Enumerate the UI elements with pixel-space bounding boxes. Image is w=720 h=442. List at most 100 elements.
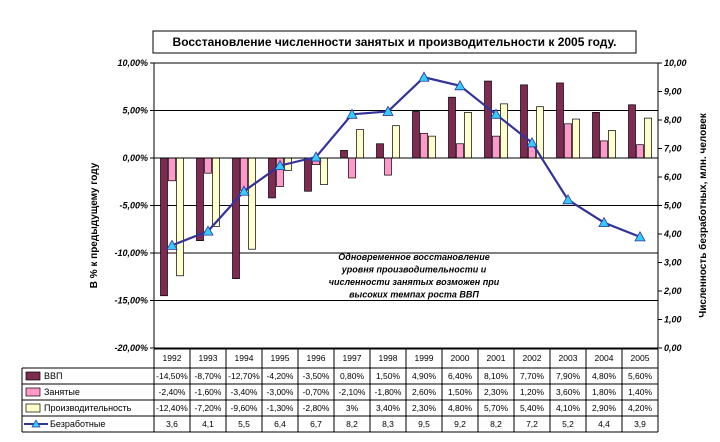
data-label: 6,40% <box>448 371 473 381</box>
data-label: -8,70% <box>195 371 222 381</box>
legend-label: Производительность <box>44 403 132 413</box>
annotation-line: численности занятых возможен при <box>329 277 500 287</box>
left-tick-label: -15,00% <box>114 296 148 306</box>
right-tick-label: 5,00 <box>664 201 682 211</box>
bar-ВВП <box>412 111 420 159</box>
category-label: 1996 <box>307 353 326 363</box>
right-tick-label: 3,00 <box>664 258 682 268</box>
bar-ВВП <box>304 157 312 192</box>
data-label: -2,40% <box>159 387 186 397</box>
category-label: 1999 <box>415 353 434 363</box>
bar-Производительность <box>644 117 652 159</box>
marker-Безработные <box>238 185 250 196</box>
category-label: 2000 <box>451 353 470 363</box>
data-label: 1,50% <box>448 387 473 397</box>
chart-title: Восстановление численности занятых и про… <box>173 35 617 49</box>
bar-ВВП <box>376 143 384 159</box>
right-tick-label: 9,00 <box>664 87 682 97</box>
data-label: 1,80% <box>592 387 617 397</box>
annotation-line: уровня производительности и <box>341 265 487 275</box>
bar-Производительность <box>608 130 616 159</box>
marker-Безработные <box>490 108 502 119</box>
right-tick-label: 8,00 <box>664 115 682 125</box>
data-label: 6,4 <box>274 419 286 429</box>
category-label: 1992 <box>163 353 182 363</box>
data-label: 5,5 <box>238 419 250 429</box>
right-tick-label: 7,00 <box>664 144 682 154</box>
legend-key-marker-Безработные <box>31 419 41 428</box>
data-label: -4,20% <box>267 371 294 381</box>
right-tick-label: 1,00 <box>664 315 682 325</box>
category-label: 2005 <box>631 353 650 363</box>
data-label: -12,40% <box>156 403 188 413</box>
data-label: -2,10% <box>339 387 366 397</box>
data-label: 9,2 <box>454 419 466 429</box>
data-label: 0,80% <box>340 371 365 381</box>
bar-ВВП <box>268 157 276 199</box>
category-label: 2002 <box>523 353 542 363</box>
marker-Безработные <box>634 231 646 242</box>
data-label: -3,00% <box>267 387 294 397</box>
category-label: 1994 <box>235 353 254 363</box>
data-label: 8,3 <box>382 419 394 429</box>
data-label: -1,30% <box>267 403 294 413</box>
bar-Занятые <box>204 157 212 174</box>
category-label: 1998 <box>379 353 398 363</box>
bar-Занятые <box>600 140 608 159</box>
line-Безработные <box>171 76 641 247</box>
legend-label: ВВП <box>44 371 62 381</box>
data-label: -1,60% <box>195 387 222 397</box>
bar-Производительность <box>428 135 436 159</box>
marker-Безработные <box>274 159 286 171</box>
bar-Производительность <box>176 157 184 277</box>
bar-ВВП <box>592 112 600 159</box>
data-label: 6,7 <box>310 419 322 429</box>
data-label: 4,1 <box>202 419 214 429</box>
bar-Занятые <box>168 157 176 182</box>
annotation-line: Одновременное восстановление <box>338 252 490 262</box>
bar-ВВП <box>484 80 492 159</box>
data-label: 1,20% <box>520 387 545 397</box>
category-label: 2003 <box>559 353 578 363</box>
marker-Безработные <box>202 225 214 236</box>
annotation-line: высоких темпах роста ВВП <box>349 290 479 300</box>
right-axis-label: Численность безработных, млн. человек <box>697 112 709 318</box>
data-label: 3,6 <box>166 419 178 429</box>
bar-Занятые <box>384 157 392 176</box>
data-label: 7,2 <box>526 419 538 429</box>
category-label: 2001 <box>487 353 506 363</box>
data-label: -9,60% <box>231 403 258 413</box>
data-label: -3,40% <box>231 387 258 397</box>
data-label: 8,2 <box>346 419 358 429</box>
data-label: 3,60% <box>556 387 581 397</box>
data-label: 3% <box>346 403 359 413</box>
right-tick-label: 4,00 <box>663 229 682 239</box>
data-label: 2,90% <box>592 403 617 413</box>
bar-Производительность <box>212 157 220 227</box>
data-label: -1,80% <box>375 387 402 397</box>
bar-Производительность <box>248 157 256 250</box>
data-label: 3,9 <box>634 419 646 429</box>
legend-label: Занятые <box>44 387 80 397</box>
left-tick-label: -10,00% <box>114 248 148 258</box>
right-tick-label: 0,00 <box>664 343 682 353</box>
category-label: 1997 <box>343 353 362 363</box>
data-label: 4,10% <box>556 403 581 413</box>
data-label: 1,50% <box>376 371 401 381</box>
left-tick-label: -20,00% <box>114 343 148 353</box>
category-label: 2004 <box>595 353 614 363</box>
data-label: 2,30% <box>412 403 437 413</box>
right-tick-label: 10,00 <box>664 58 687 68</box>
bar-ВВП <box>232 157 240 280</box>
data-label: 9,5 <box>418 419 430 429</box>
data-label: 5,2 <box>562 419 574 429</box>
data-label: 1,40% <box>628 387 653 397</box>
bar-ВВП <box>196 157 204 242</box>
data-label: 4,4 <box>598 419 610 429</box>
plot-area <box>153 62 659 349</box>
data-label: -0,70% <box>303 387 330 397</box>
data-label: 8,2 <box>490 419 502 429</box>
data-label: 3,40% <box>376 403 401 413</box>
left-axis-label: В % к предыдущему году <box>89 162 100 288</box>
